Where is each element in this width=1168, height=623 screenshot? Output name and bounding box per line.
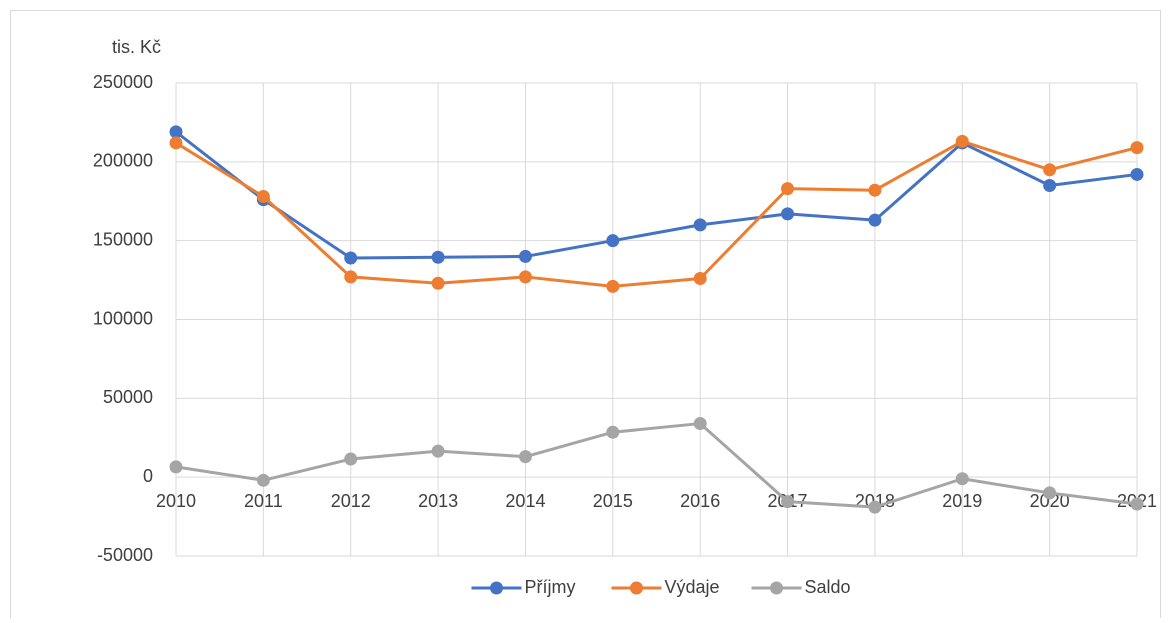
data-point	[344, 270, 358, 284]
data-point	[344, 251, 358, 265]
y-unit-label: tis. Kč	[112, 37, 161, 57]
data-point	[1130, 497, 1144, 511]
data-point	[955, 472, 969, 486]
x-tick-label: 2019	[942, 491, 982, 511]
y-tick-label: 0	[143, 466, 153, 486]
chart-frame	[10, 10, 1161, 621]
x-tick-label: 2013	[418, 491, 458, 511]
x-tick-label: 2014	[505, 491, 545, 511]
data-point	[518, 270, 532, 284]
data-point	[431, 250, 445, 264]
data-point	[431, 276, 445, 290]
data-point	[1130, 167, 1144, 181]
y-tick-label: -50000	[97, 545, 153, 565]
data-point	[256, 473, 270, 487]
data-point	[1043, 178, 1057, 192]
series-line	[175, 422, 1138, 509]
y-tick-label: 50000	[103, 387, 153, 407]
legend-marker	[770, 581, 783, 595]
data-point	[169, 136, 183, 150]
legend-label: Příjmy	[525, 577, 576, 597]
data-point	[1043, 486, 1057, 500]
series-line	[175, 139, 1138, 288]
series-line	[175, 130, 1138, 260]
data-point	[518, 249, 532, 263]
legend-marker	[630, 581, 643, 595]
y-tick-label: 250000	[93, 72, 153, 92]
data-point	[606, 279, 620, 293]
y-tick-label: 200000	[93, 151, 153, 171]
x-tick-label: 2010	[156, 491, 196, 511]
data-point	[344, 452, 358, 466]
data-point	[868, 213, 882, 227]
data-point	[1130, 141, 1144, 155]
x-tick-label: 2020	[1030, 491, 1070, 511]
y-tick-label: 100000	[93, 308, 153, 328]
legend-label: Výdaje	[665, 577, 720, 597]
data-point	[781, 495, 795, 509]
data-point	[431, 444, 445, 458]
y-tick-label: 150000	[93, 229, 153, 249]
data-point	[693, 417, 707, 431]
data-point	[781, 182, 795, 196]
data-point	[868, 183, 882, 197]
legend-marker	[490, 581, 503, 595]
data-point	[169, 125, 183, 139]
x-tick-label: 2012	[331, 491, 371, 511]
data-point	[868, 500, 882, 514]
data-point	[606, 234, 620, 248]
x-tick-label: 2011	[244, 491, 283, 511]
data-point	[1043, 163, 1057, 177]
legend-label: Saldo	[805, 577, 851, 597]
data-point	[169, 460, 183, 474]
x-tick-label: 2015	[593, 491, 633, 511]
data-point	[518, 450, 532, 464]
data-point	[693, 272, 707, 286]
data-point	[606, 425, 620, 439]
x-tick-label: 2016	[680, 491, 720, 511]
data-point	[256, 190, 270, 204]
data-point	[955, 134, 969, 148]
data-point	[781, 207, 795, 221]
data-point	[693, 218, 707, 232]
